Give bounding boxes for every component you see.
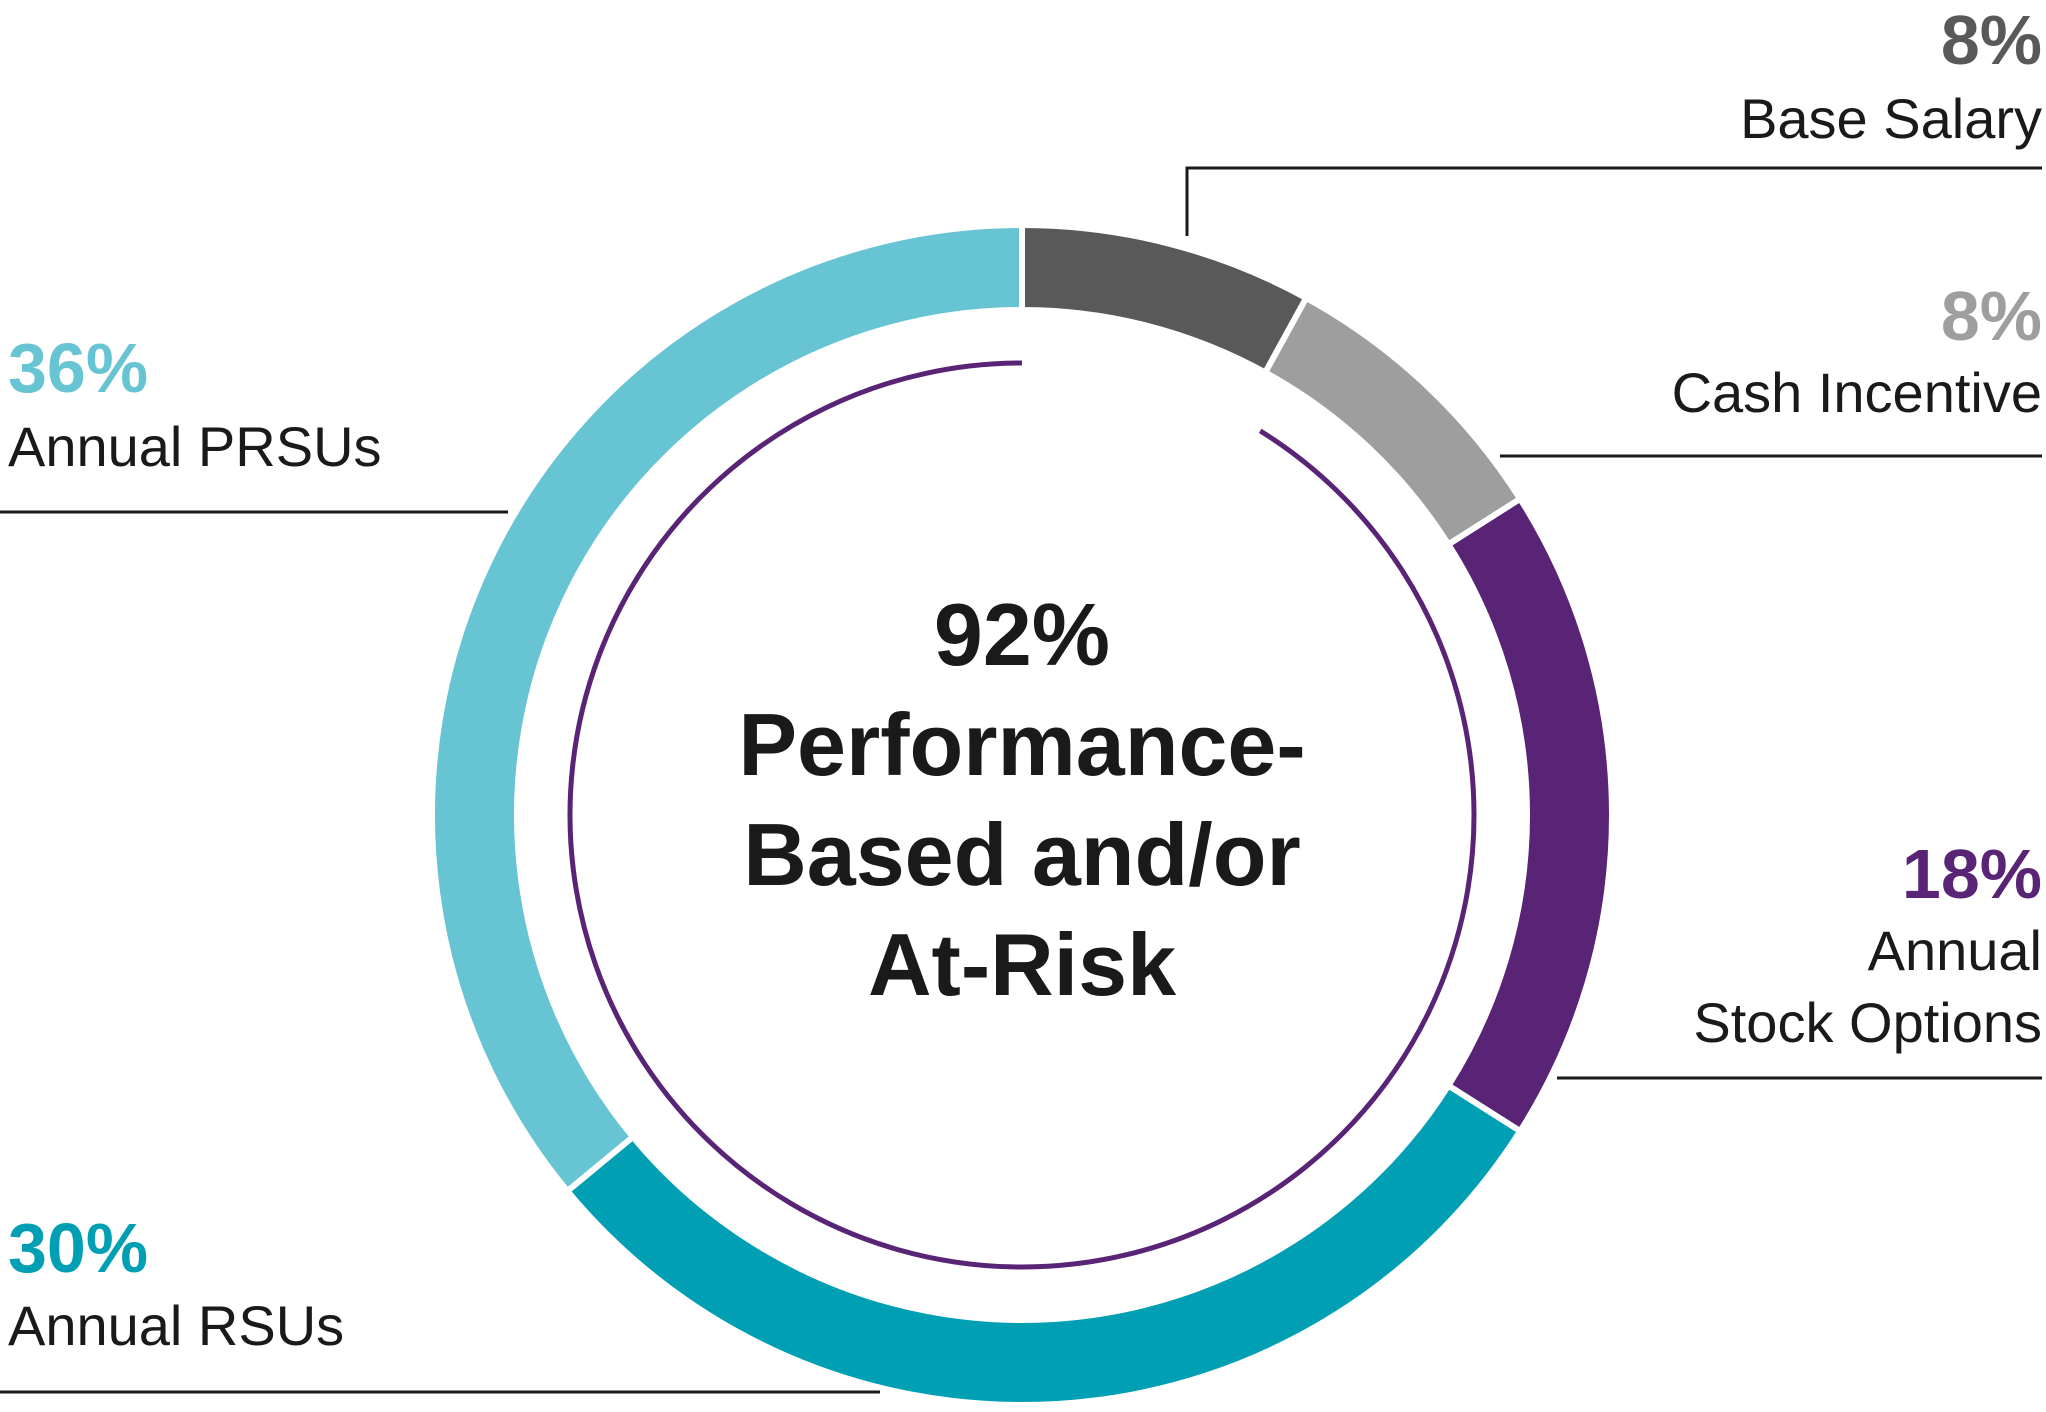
- cash-incentive-label: Cash Incentive: [1672, 361, 2042, 424]
- rsus-percent: 30%: [8, 1209, 148, 1287]
- base-salary-leader-line: [1185, 166, 2042, 236]
- stock-options-label-line-1: Annual: [1868, 919, 2042, 982]
- prsus-slice: [429, 221, 1025, 1196]
- prsus-percent: 36%: [8, 329, 148, 407]
- cash-incentive-percent: 8%: [1941, 277, 2042, 355]
- stock-options-label-line-2: Stock Options: [1693, 991, 2042, 1054]
- base-salary-percent: 8%: [1941, 1, 2042, 79]
- center-percent: 92%: [934, 585, 1110, 684]
- stock-options-percent: 18%: [1902, 835, 2042, 913]
- rsus-label: Annual RSUs: [8, 1294, 344, 1357]
- center-line-1: Performance-: [738, 695, 1305, 794]
- base-salary-slice: [1019, 221, 1311, 377]
- cash-incentive-slice: [1261, 293, 1525, 549]
- at-risk-inner-ring: [567, 360, 1477, 1270]
- base-salary-label: Base Salary: [1740, 87, 2042, 150]
- center-line-3: At-Risk: [868, 915, 1177, 1014]
- rsus-slice: [563, 1081, 1525, 1408]
- center-line-2: Based and/or: [743, 805, 1300, 904]
- prsus-label: Annual PRSUs: [8, 415, 382, 478]
